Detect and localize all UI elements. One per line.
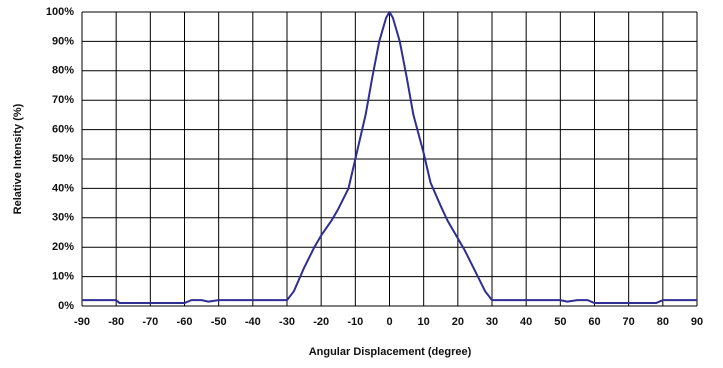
data-line <box>82 11 697 305</box>
x-axis-label: Angular Displacement (degree) <box>309 346 472 358</box>
y-tick-label: 0% <box>58 300 74 312</box>
x-tick-label: 30 <box>486 316 498 328</box>
x-tick-label: -70 <box>142 316 158 328</box>
x-tick-label: 60 <box>588 316 600 328</box>
x-tick-label: -80 <box>108 316 124 328</box>
x-tick-label: 0 <box>386 316 392 328</box>
x-tick-label: 80 <box>657 316 669 328</box>
y-tick-label: 10% <box>52 271 74 283</box>
y-tick-label: 60% <box>52 124 74 136</box>
y-tick-label: 70% <box>52 94 74 106</box>
y-tick-label: 100% <box>46 6 74 18</box>
x-tick-label: 90 <box>691 316 703 328</box>
y-tick-label: 30% <box>52 212 74 224</box>
y-axis-label: Relative Intensity (%) <box>12 103 24 214</box>
x-tick-label: 20 <box>452 316 464 328</box>
x-tick-label: -50 <box>211 316 227 328</box>
x-tick-label: 40 <box>520 316 532 328</box>
x-tick-label: -30 <box>279 316 295 328</box>
x-tick-label: 10 <box>418 316 430 328</box>
y-tick-label: 40% <box>52 182 74 194</box>
x-tick-label: -60 <box>177 316 193 328</box>
x-tick-label: -40 <box>245 316 261 328</box>
y-tick-label: 50% <box>52 153 74 165</box>
y-tick-label: 80% <box>52 65 74 77</box>
y-tick-label: 20% <box>52 241 74 253</box>
x-tick-label: 70 <box>623 316 635 328</box>
x-tick-label: 50 <box>554 316 566 328</box>
x-tick-label: -10 <box>347 316 363 328</box>
x-tick-label: -90 <box>74 316 90 328</box>
y-tick-label: 90% <box>52 35 74 47</box>
x-tick-label: -20 <box>313 316 329 328</box>
